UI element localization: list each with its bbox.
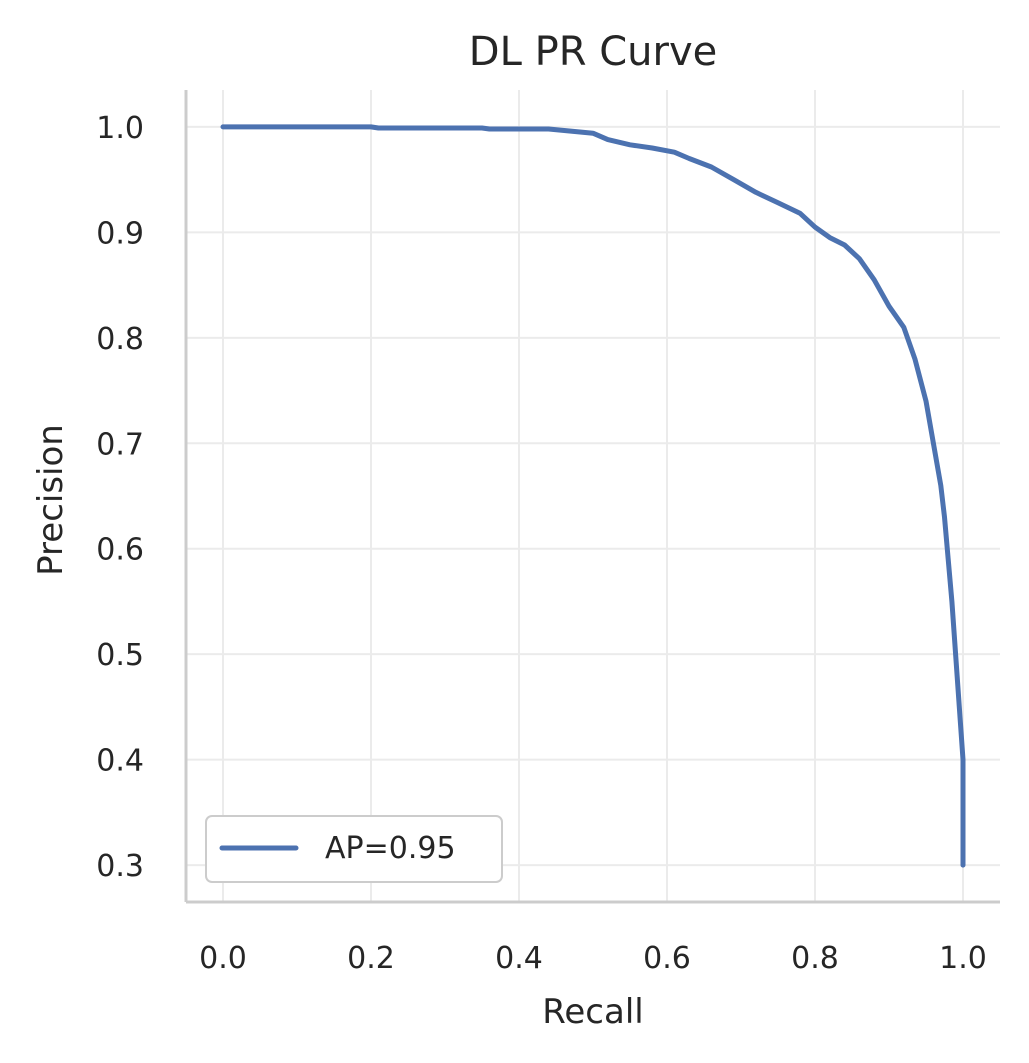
y-tick-label: 0.8 <box>96 322 144 357</box>
legend-label: AP=0.95 <box>325 831 456 866</box>
y-tick-label: 0.6 <box>96 533 144 568</box>
y-tick-label: 0.3 <box>96 849 144 884</box>
legend: AP=0.95 <box>205 815 503 883</box>
x-axis-label: Recall <box>542 992 643 1032</box>
y-tick-label: 1.0 <box>96 111 144 146</box>
y-tick-label: 0.9 <box>96 216 144 251</box>
y-tick-labels: 0.3 0.4 0.5 0.6 0.7 0.8 0.9 1.0 <box>96 111 144 884</box>
x-tick-label: 0.2 <box>347 941 395 976</box>
axes <box>184 90 1000 904</box>
y-tick-label: 0.5 <box>96 638 144 673</box>
y-tick-label: 0.4 <box>96 744 144 779</box>
x-tick-label: 0.6 <box>643 941 691 976</box>
series-line <box>220 124 966 868</box>
y-axis-label: Precision <box>31 424 71 576</box>
y-tick-label: 0.7 <box>96 427 144 462</box>
x-tick-label: 0.0 <box>199 941 247 976</box>
x-tick-label: 0.8 <box>791 941 839 976</box>
grid <box>186 90 1000 902</box>
series-layer <box>220 124 966 868</box>
x-tick-labels: 0.0 0.2 0.4 0.6 0.8 1.0 <box>199 941 987 976</box>
x-tick-label: 1.0 <box>939 941 987 976</box>
chart-title: DL PR Curve <box>469 29 717 75</box>
x-tick-label: 0.4 <box>495 941 543 976</box>
legend-box <box>205 815 503 883</box>
